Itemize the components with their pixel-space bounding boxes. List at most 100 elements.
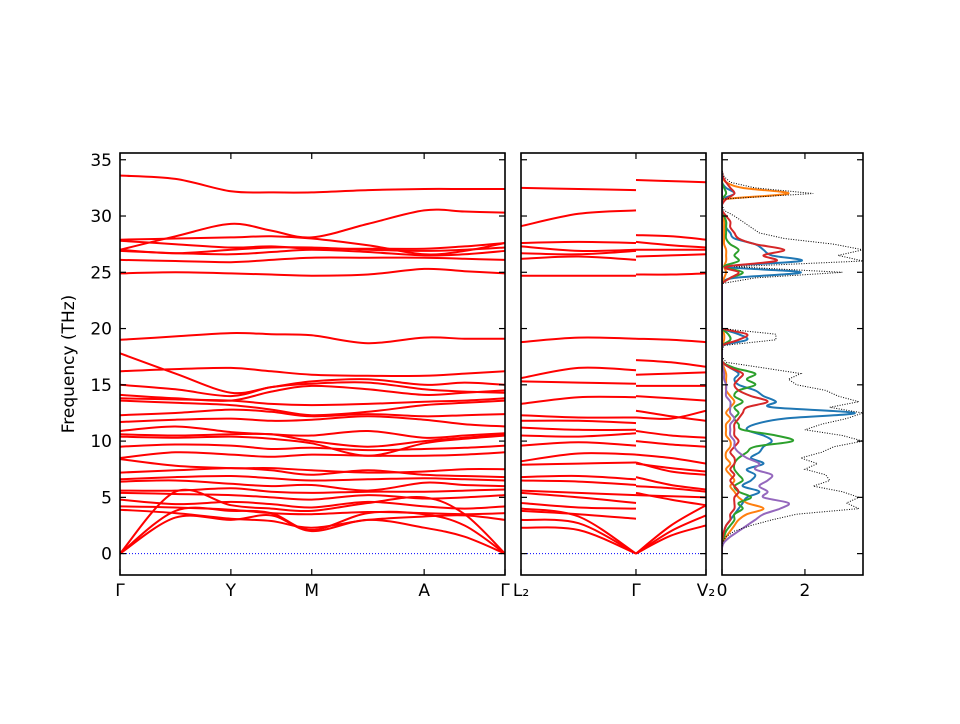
phonon-band bbox=[120, 174, 505, 194]
phonon-band bbox=[120, 381, 505, 398]
x-tick-label: Y bbox=[225, 581, 237, 601]
phonon-band bbox=[521, 426, 637, 431]
partial-dos-series-2 bbox=[722, 170, 790, 554]
phonon-band bbox=[120, 458, 505, 474]
phonon-band bbox=[521, 518, 637, 555]
x-tick-label: L₂ bbox=[513, 581, 529, 601]
phonon-band bbox=[521, 240, 637, 244]
phonon-band bbox=[635, 430, 706, 439]
phonon-band bbox=[120, 415, 505, 428]
y-tick-label: 15 bbox=[90, 376, 112, 396]
panel-2-frame bbox=[520, 152, 707, 576]
y-tick-label: 10 bbox=[90, 432, 112, 452]
phonon-band bbox=[120, 397, 505, 407]
total-dos bbox=[722, 170, 863, 554]
phonon-band bbox=[521, 255, 637, 261]
x-tick-label: Γ bbox=[115, 581, 125, 601]
phonon-band bbox=[635, 409, 706, 420]
partial-dos-series-5 bbox=[722, 171, 790, 554]
phonon-band bbox=[521, 474, 637, 481]
phonon-band bbox=[635, 179, 706, 184]
phonon-band bbox=[635, 440, 706, 448]
phonon-band bbox=[521, 461, 637, 466]
x-tick-label: A bbox=[418, 581, 430, 601]
phonon-band bbox=[120, 239, 505, 250]
phonon-band bbox=[521, 414, 637, 419]
phonon-band bbox=[120, 332, 505, 345]
phonon-band bbox=[521, 366, 637, 380]
phonon-band bbox=[120, 467, 505, 479]
x-tick-label: Γ bbox=[631, 581, 641, 601]
phonon-band bbox=[120, 248, 505, 257]
phonon-band bbox=[521, 186, 637, 192]
phonon-band bbox=[521, 441, 637, 447]
phonon-band bbox=[521, 509, 637, 520]
phonon-band bbox=[120, 399, 505, 417]
phonon-band bbox=[120, 366, 505, 378]
phonon-band bbox=[120, 498, 505, 510]
phonon-band bbox=[120, 491, 505, 501]
phonon-band bbox=[521, 380, 637, 385]
phonon-band bbox=[120, 352, 505, 395]
phonon-band bbox=[120, 235, 505, 256]
phonon-band bbox=[120, 506, 505, 555]
phonon-band bbox=[635, 453, 706, 465]
x-tick-label: 2 bbox=[800, 581, 811, 601]
phonon-band bbox=[635, 240, 706, 249]
phonon-band bbox=[120, 443, 505, 452]
phonon-band bbox=[521, 419, 637, 425]
phonon-band bbox=[521, 491, 637, 504]
phonon-band bbox=[635, 461, 706, 476]
phonon-band bbox=[635, 371, 706, 376]
phonon-band bbox=[120, 479, 505, 492]
y-tick-label: 20 bbox=[90, 320, 112, 340]
dos-panel bbox=[722, 170, 863, 554]
phonon-band bbox=[521, 245, 637, 253]
panel-1-frame bbox=[119, 152, 506, 576]
band-structure-panel-1 bbox=[120, 174, 505, 555]
phonon-band bbox=[120, 267, 505, 277]
phonon-band bbox=[635, 485, 706, 493]
phonon-band bbox=[120, 432, 505, 448]
phonon-band bbox=[521, 432, 637, 438]
phonon-band bbox=[120, 425, 505, 439]
x-tick-label: 0 bbox=[717, 581, 728, 601]
y-axis-label: Frequency (THz) bbox=[59, 295, 79, 434]
phonon-band bbox=[635, 337, 706, 344]
x-tick-label: M bbox=[304, 581, 319, 601]
phonon-band bbox=[120, 246, 505, 255]
phonon-band bbox=[120, 474, 505, 482]
phonon-band bbox=[521, 479, 637, 486]
phonon-band bbox=[521, 249, 637, 256]
phonon-band bbox=[635, 272, 706, 276]
phonon-band bbox=[120, 488, 505, 555]
y-tick-label: 0 bbox=[101, 545, 112, 565]
phonon-band bbox=[521, 452, 637, 463]
phonon-band bbox=[120, 256, 505, 264]
partial-dos-series-3 bbox=[722, 171, 795, 554]
y-tick-label: 35 bbox=[90, 151, 112, 171]
phonon-band bbox=[521, 489, 637, 497]
phonon-band bbox=[635, 409, 706, 422]
phonon-band bbox=[521, 209, 637, 228]
y-tick-label: 30 bbox=[90, 207, 112, 227]
phonon-band bbox=[120, 514, 505, 555]
phonon-band bbox=[635, 524, 706, 555]
phonon-band bbox=[635, 476, 706, 491]
phonon-band bbox=[521, 507, 637, 555]
phonon-band bbox=[635, 395, 706, 402]
phonon-band bbox=[635, 253, 706, 258]
x-tick-label: V₂ bbox=[697, 581, 715, 601]
phonon-band bbox=[635, 491, 706, 507]
phonon-band bbox=[521, 336, 637, 344]
dos-panel-frame bbox=[721, 152, 864, 576]
phonon-band bbox=[521, 395, 637, 405]
phonon-band bbox=[635, 504, 706, 555]
phonon-band bbox=[521, 502, 637, 510]
phonon-band bbox=[521, 526, 637, 555]
phonon-band bbox=[120, 208, 505, 251]
phonon-band bbox=[120, 434, 505, 457]
phonon-band bbox=[635, 359, 706, 368]
